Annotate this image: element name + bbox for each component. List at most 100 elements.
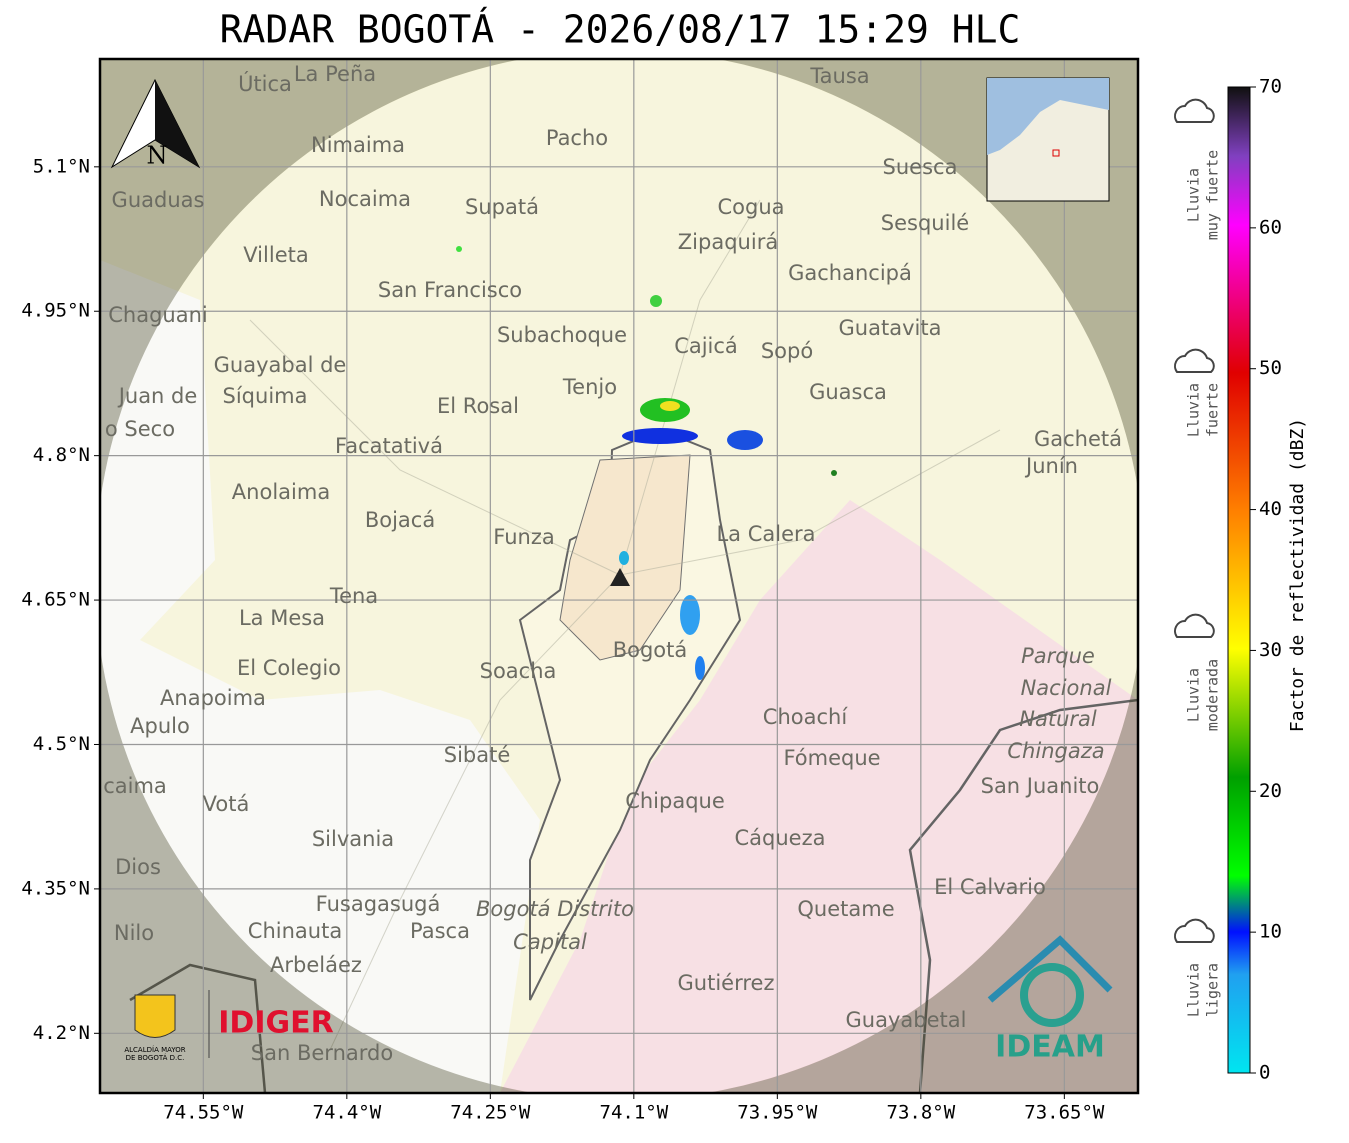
rain-icon (1174, 98, 1215, 123)
place-label: Chipaque (625, 789, 725, 813)
map-frame (98, 57, 1140, 1095)
legend-text: ligera (1204, 963, 1222, 1017)
colorbar-label: Factor de reflectividad (dBZ) (1287, 418, 1308, 732)
place-label: Funza (493, 525, 554, 549)
place-label: Pasca (410, 919, 470, 943)
place-label: Gutiérrez (678, 971, 775, 995)
place-label: Tenjo (562, 375, 617, 399)
place-label: Gachancipá (788, 261, 912, 285)
grid (100, 59, 1138, 1093)
alcaldia-text: ALCALDÍA MAYOR (124, 1045, 185, 1054)
place-label: Quetame (797, 897, 894, 921)
place-label: Anolaima (232, 480, 330, 504)
place-label: Choachí (763, 705, 849, 729)
place-label: Dios (115, 855, 161, 879)
place-label: Nilo (114, 921, 154, 945)
place-label: Silvania (312, 827, 394, 851)
legend-text: Lluvia (1185, 168, 1203, 222)
place-label: Sibaté (444, 743, 511, 767)
rain-icon (1174, 348, 1215, 373)
place-label: Capital (513, 930, 587, 954)
lon-tick-label: 74.25°W (450, 1102, 531, 1124)
place-label: Cajicá (674, 334, 738, 358)
place-label: El Colegio (237, 656, 341, 680)
place-label: Pacho (546, 126, 608, 150)
rain-icon (1174, 613, 1215, 638)
colorbar-tick-label: 0 (1259, 1062, 1270, 1084)
place-label: Supatá (465, 195, 539, 219)
inset-marker (1052, 149, 1060, 157)
legend-text: Lluvia (1185, 963, 1203, 1017)
lowland (100, 260, 540, 1093)
legend-text: moderada (1204, 659, 1222, 731)
place-label: Bojacá (365, 508, 435, 532)
legend-text: Lluvia (1185, 383, 1203, 437)
colorbar-tick-label: 30 (1259, 639, 1282, 661)
place-label: Facatativá (335, 434, 443, 458)
place-label: Cogua (717, 195, 784, 219)
place-labels: Útica La Peña Tausa Pacho Nimaima Suesca Guadu… (103, 62, 1122, 1065)
inset-sea (987, 78, 1109, 155)
place-label: San Juanito (981, 774, 1100, 798)
place-label: Apulo (130, 714, 190, 738)
colorbar-tick-label: 40 (1259, 498, 1282, 520)
place-label: La Calera (716, 522, 815, 546)
place-label: Fusagasugá (316, 892, 441, 916)
protected-area (500, 500, 1138, 1093)
lat-tick-label: 4.5°N (33, 733, 90, 755)
ideam-logo: IDEAM (995, 1030, 1105, 1065)
lat-tick-label: 5.1°N (33, 155, 90, 177)
place-label: Chaguani (108, 303, 208, 327)
idiger-logo: IDIGER (218, 1006, 333, 1041)
ideam-swirl (1020, 963, 1084, 1027)
lon-tick-label: 73.65°W (1024, 1102, 1105, 1124)
place-label: Tausa (809, 64, 869, 88)
place-label: Guayabal de (214, 353, 347, 377)
lon-tick-label: 74.55°W (163, 1102, 244, 1124)
radar-echoes (456, 246, 837, 680)
place-label: Suesca (883, 155, 958, 179)
place-label: Juan de (117, 384, 198, 408)
alcaldia-shield (134, 994, 176, 1038)
north-arrow-dark (155, 80, 199, 167)
place-label: Natural (1019, 707, 1097, 731)
place-label: Sesquilé (881, 211, 969, 235)
legend-text: Lluvia (1185, 668, 1203, 722)
place-label: Útica (238, 71, 292, 96)
place-label: Chingaza (1007, 739, 1104, 763)
map: Útica La Peña Tausa Pacho Nimaima Suesca Guadu… (100, 59, 1138, 1093)
place-label: Cáqueza (735, 826, 826, 850)
rain-icon (1174, 918, 1215, 943)
place-label: La Peña (294, 62, 376, 86)
colorbar-tick-label: 10 (1259, 921, 1282, 943)
place-label: Fómeque (783, 746, 880, 770)
lon-tick-label: 74.1°W (600, 1102, 669, 1124)
place-label: Subachoque (497, 323, 627, 347)
lat-tick-label: 4.65°N (21, 589, 90, 611)
place-label: o Seco (105, 417, 175, 441)
place-label: Guatavita (839, 316, 942, 340)
place-label: Gachetá (1034, 427, 1122, 451)
place-label: Guaduas (112, 188, 205, 212)
lat-tick-label: 4.35°N (21, 877, 90, 899)
colorbar-tick-label: 50 (1259, 357, 1282, 379)
place-label: El Calvario (934, 875, 1046, 899)
place-label: San Bernardo (251, 1041, 393, 1065)
ideam-roof (987, 935, 1113, 1003)
place-label: Guayabetal (846, 1008, 967, 1032)
lat-tick-label: 4.95°N (21, 300, 90, 322)
place-label: Nocaima (319, 187, 411, 211)
place-label: Sopó (761, 339, 813, 363)
colorbar (1227, 86, 1251, 1074)
place-label: La Mesa (239, 606, 325, 630)
place-label: Chinauta (248, 919, 342, 943)
north-label: N (147, 142, 168, 170)
place-label: Votá (203, 792, 250, 816)
lat-tick-label: 4.8°N (33, 444, 90, 466)
place-label: Bogotá Distrito (476, 897, 634, 921)
place-label: caima (103, 774, 167, 798)
place-label: Bogotá (613, 638, 688, 662)
roads (249, 199, 1001, 1051)
place-label: El Rosal (437, 394, 519, 418)
